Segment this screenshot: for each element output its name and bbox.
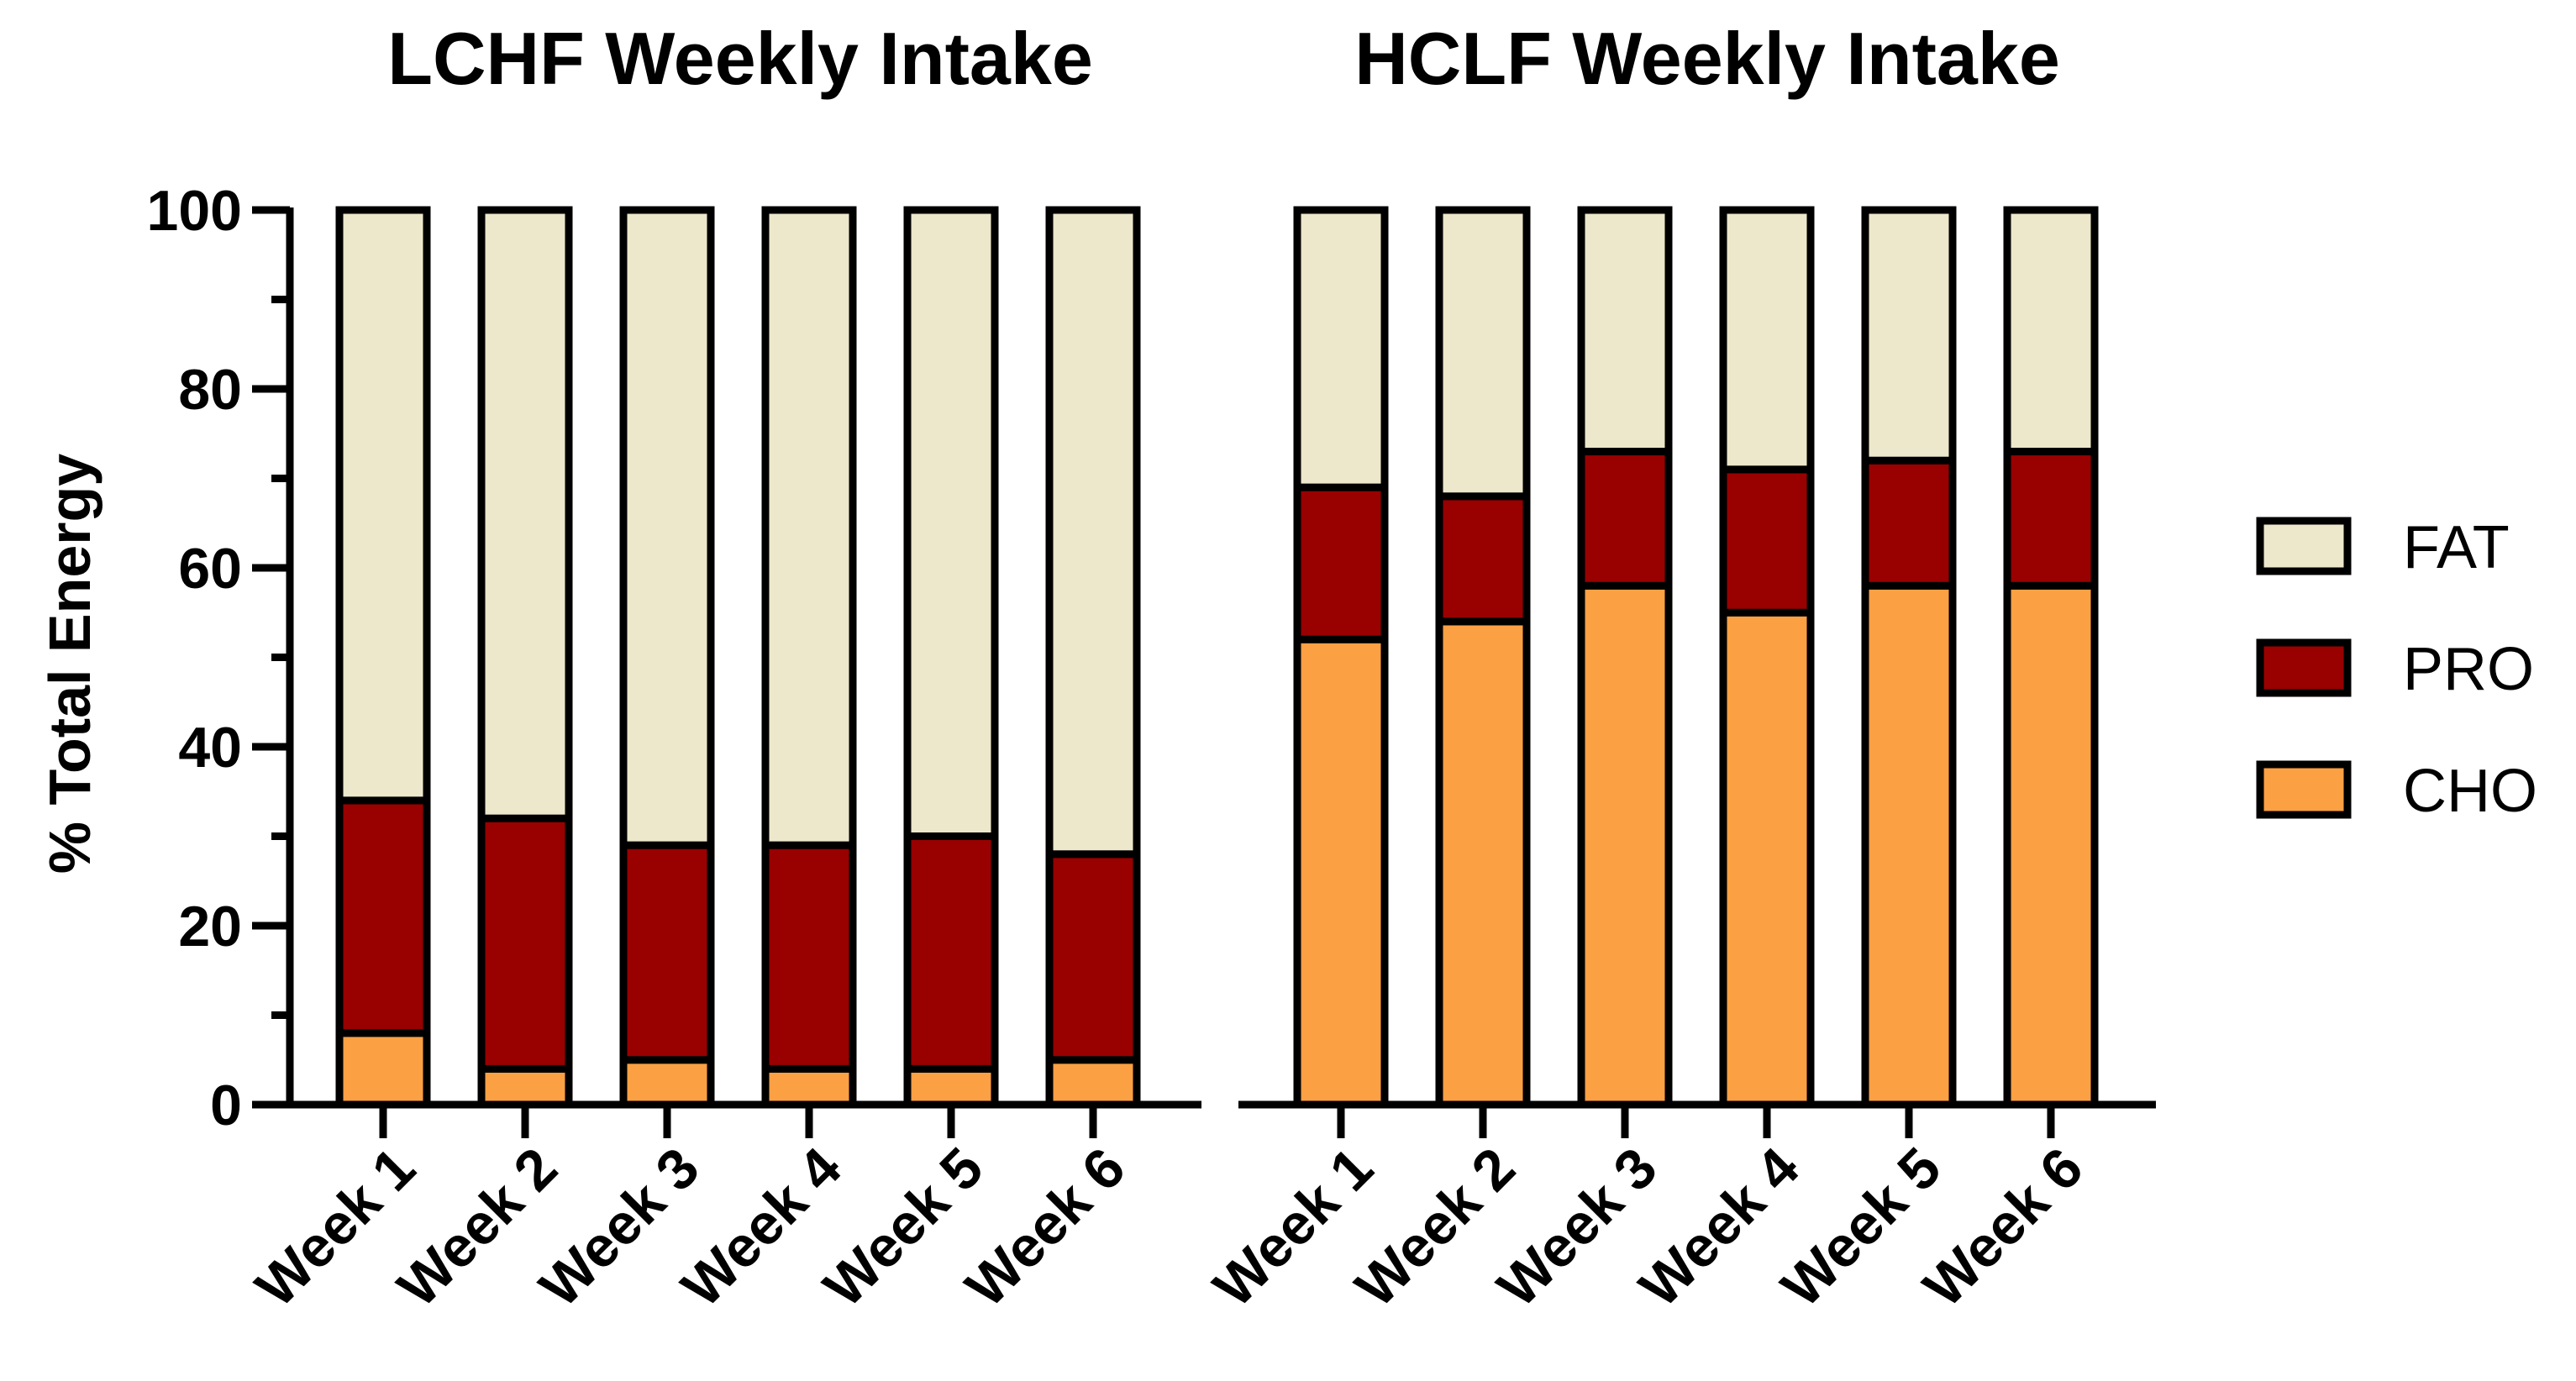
hclf-bar-cho-week-2 (1435, 617, 1531, 1109)
y-tick-label: 20 (178, 895, 242, 958)
hclf-bar-pro-week-1 (1293, 483, 1389, 643)
legend-pro-label: PRO (2403, 636, 2534, 703)
lchf-bar-pro-week-6 (1045, 850, 1141, 1064)
hclf-x-tick-label: Week 5 (1769, 1136, 1953, 1320)
hclf-bar-cho-week-1 (1293, 635, 1389, 1109)
lchf-bar-fat-week-5 (903, 206, 999, 840)
lchf-x-tick-label: Week 3 (528, 1136, 712, 1320)
hclf-x-tick-label: Week 1 (1201, 1136, 1385, 1320)
lchf-bar-fat-week-4 (761, 206, 857, 849)
hclf-bar-pro-week-2 (1435, 492, 1531, 626)
hclf-bar-fat-week-1 (1293, 206, 1389, 491)
lchf-bar-pro-week-2 (477, 814, 573, 1073)
y-axis: 0 20 40 60 80 100 (147, 179, 294, 1137)
legend-fat-label: FAT (2403, 514, 2510, 581)
y-axis-label: % Total Energy (37, 454, 103, 874)
hclf-x-tick-label: Week 2 (1343, 1136, 1527, 1320)
y-tick-label: 100 (147, 179, 242, 243)
hclf-bar-fat-week-2 (1435, 206, 1531, 501)
y-tick-label: 0 (210, 1074, 242, 1137)
y-tick-label: 40 (178, 716, 242, 780)
lchf-bar-cho-week-3 (619, 1056, 715, 1109)
hclf-bar-pro-week-4 (1719, 465, 1815, 617)
hclf-bar-pro-week-3 (1577, 448, 1673, 590)
lchf-bar-cho-week-2 (477, 1064, 573, 1109)
lchf-x-tick-label: Week 1 (244, 1136, 428, 1320)
hclf-bar-cho-week-3 (1577, 581, 1673, 1109)
hclf-bar-fat-week-6 (2003, 206, 2099, 456)
lchf-bar-pro-week-1 (335, 796, 431, 1037)
hclf-bar-cho-week-6 (2003, 581, 2099, 1109)
lchf-bar-cho-week-1 (335, 1029, 431, 1109)
lchf-bar-fat-week-1 (335, 206, 431, 805)
hclf-bar-pro-week-6 (2003, 448, 2099, 590)
lchf-bar-pro-week-5 (903, 832, 999, 1073)
hclf-chart-title: HCLF Weekly Intake (1354, 17, 2060, 100)
hclf-bar-fat-week-3 (1577, 206, 1673, 456)
lchf-bar-fat-week-3 (619, 206, 715, 849)
lchf-bar-cho-week-4 (761, 1064, 857, 1109)
lchf-x-tick-label: Week 5 (812, 1136, 996, 1320)
lchf-x-tick-label: Week 4 (670, 1136, 854, 1320)
lchf-bar-cho-week-6 (1045, 1056, 1141, 1109)
hclf-x-tick-label: Week 3 (1485, 1136, 1669, 1320)
hclf-bar-cho-week-4 (1719, 608, 1815, 1109)
lchf-x-tick-label: Week 2 (386, 1136, 570, 1320)
lchf-bar-fat-week-6 (1045, 206, 1141, 859)
y-tick-label: 60 (178, 537, 242, 601)
hclf-x-tick-label: Week 4 (1627, 1136, 1811, 1320)
hclf-bar-fat-week-4 (1719, 206, 1815, 474)
lchf-bar-pro-week-3 (619, 841, 715, 1064)
legend-cho-label: CHO (2403, 758, 2537, 825)
lchf-x-tick-label: Week 6 (954, 1136, 1138, 1320)
hclf-bar-fat-week-5 (1861, 206, 1957, 465)
lchf-bar-fat-week-2 (477, 206, 573, 822)
lchf-chart-title: LCHF Weekly Intake (387, 17, 1093, 100)
hclf-x-tick-label: Week 6 (1911, 1136, 2095, 1320)
legend-cho-swatch (2256, 760, 2352, 819)
y-tick-label: 80 (178, 358, 242, 422)
lchf-bar-cho-week-5 (903, 1064, 999, 1109)
hclf-bar-pro-week-5 (1861, 456, 1957, 590)
legend-pro-swatch (2256, 638, 2352, 697)
legend-fat-swatch (2256, 517, 2352, 575)
lchf-bar-pro-week-4 (761, 841, 857, 1073)
hclf-bar-cho-week-5 (1861, 581, 1957, 1109)
legend: FAT PRO CHO (2256, 514, 2537, 825)
